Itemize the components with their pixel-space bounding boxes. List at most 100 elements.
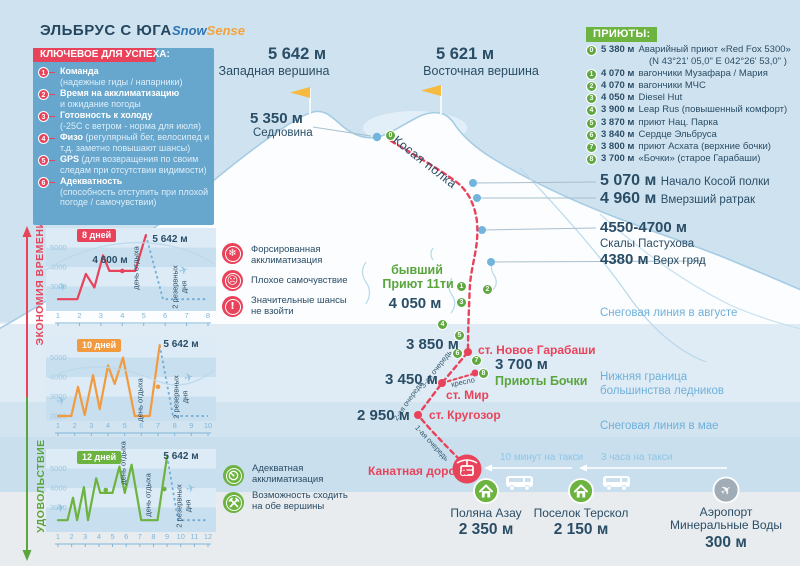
list-item: 2 Время на акклиматизацию и ожидание пого…: [38, 88, 210, 109]
legend-label: Адекватная акклиматизация: [252, 463, 324, 485]
east-summit-elevation: 5 621 м: [435, 45, 495, 63]
rest-day-label: день отдыха: [118, 441, 128, 485]
sad-face-icon: ☹: [222, 270, 243, 291]
reserve-days-label: 2 резервных дня: [170, 265, 189, 309]
svg-text:3000: 3000: [50, 282, 67, 291]
terskol-elevation: 2 150 м: [553, 521, 609, 538]
svg-text:✈: ✈: [55, 393, 67, 408]
garabashi-station: ст. Новое Гарабаши: [478, 343, 596, 357]
svg-text:4000: 4000: [50, 263, 67, 272]
item-bullet: 5: [38, 155, 60, 166]
chart-badge: 8 дней: [77, 229, 117, 242]
feature-ratrak: 4 960 м Вмерзший ратрак: [600, 190, 756, 207]
bochki-elevation: 3 700 м: [495, 356, 548, 373]
svg-text:3: 3: [83, 532, 87, 541]
chart-annotation: 5 642 м: [163, 451, 199, 462]
brand-logo: SnowSense: [172, 23, 245, 38]
map-marker-2: 2: [482, 284, 493, 295]
exclamation-icon: !: [222, 296, 243, 317]
gauge-icon: [223, 465, 244, 486]
svg-text:3000: 3000: [50, 392, 67, 401]
svg-text:5000: 5000: [50, 243, 67, 252]
airport-name-2: Минеральные Воды: [670, 518, 782, 532]
svg-text:8: 8: [206, 311, 210, 320]
list-item: 4 Физо (регулярный бег, велосипед и т.д.…: [38, 132, 210, 153]
zone-glacier-line2: большинства ледников: [600, 385, 725, 397]
saddle-elevation: 5 350 м: [250, 110, 303, 127]
svg-text:5: 5: [123, 421, 127, 430]
pleasure-axis-label: УДОВОЛЬСТВИЕ: [35, 439, 47, 533]
taxi-time-1: 10 минут на такси: [500, 452, 584, 463]
item-bullet: 2: [38, 89, 60, 100]
svg-text:6: 6: [124, 532, 128, 541]
cable-car-label: Канатная дорога: [368, 464, 468, 478]
map-marker-4: 4: [437, 319, 448, 330]
rest-day-label: день отдыха: [135, 378, 145, 422]
zone-glacier-line1: Нижняя граница: [600, 371, 688, 383]
zone-may-snowline: Снеговая линия в мае: [600, 420, 719, 432]
key-success-header: КЛЮЧЕВОЕ ДЛЯ УСПЕХА:: [33, 48, 170, 62]
airport-name: Аэропорт: [699, 505, 753, 519]
list-item: 3 Готовность к холоду (-25С с ветром - но…: [38, 110, 210, 131]
rest-day-label: день отдыха: [143, 473, 153, 517]
item-bullet: 3: [38, 111, 60, 122]
item-bullet: 1: [38, 67, 60, 78]
chart-annotation: 5 642 м: [163, 339, 199, 350]
svg-text:8: 8: [173, 421, 177, 430]
pr11-label-1: бывший: [391, 263, 443, 277]
west-summit-elevation: 5 642 м: [267, 45, 327, 63]
svg-text:✈: ✈: [56, 280, 68, 295]
forced-acclimatization-icon: ❄: [222, 243, 243, 264]
zone-august-snowline: Снеговая линия в августе: [600, 307, 738, 319]
huts-header: ПРИЮТЫ:: [586, 27, 658, 42]
svg-text:5000: 5000: [50, 353, 67, 362]
east-summit-name: Восточная вершина: [423, 64, 539, 78]
pr11-elevation: 4 050 м: [388, 295, 442, 312]
svg-text:4000: 4000: [50, 484, 67, 493]
list-item: 6 Адекватность (способность отступить при…: [38, 176, 210, 208]
svg-text:2: 2: [77, 311, 81, 320]
key-success-items: 1 Команда (надежные гиды / напарники) 2 В…: [38, 66, 210, 209]
key-success-box: КЛЮЧЕВОЕ ДЛЯ УСПЕХА: 1 Команда (надежные …: [33, 48, 214, 225]
item-bullet: 4: [38, 133, 60, 144]
rest-day-label: день отдыха: [131, 246, 141, 290]
chart-annotation: 5 642 м: [152, 234, 188, 245]
feature-kosaya-start: 5 070 м Начало Косой полки: [600, 172, 770, 189]
saddle-name: Седловина: [253, 127, 313, 139]
svg-text:12: 12: [204, 532, 212, 541]
logo-snow: Snow: [172, 23, 207, 38]
feature-pastukhov-elevation: 4550-4700 м: [600, 219, 687, 236]
svg-text:10: 10: [204, 421, 212, 430]
reserve-days-label: 2 резервных дня: [171, 375, 190, 419]
svg-text:✈: ✈: [185, 481, 197, 496]
svg-text:1: 1: [56, 532, 60, 541]
feature-ridge-top: 4380 м Верх гряд: [600, 251, 706, 268]
logo-sense: Sense: [206, 23, 245, 38]
airport-elevation: 300 м: [705, 534, 747, 551]
svg-text:10: 10: [177, 532, 185, 541]
list-item: 5 GPS (для возвращения по своим следам п…: [38, 154, 210, 175]
svg-text:3000: 3000: [50, 503, 67, 512]
svg-text:6: 6: [163, 311, 167, 320]
azau-name: Поляна Азау: [450, 506, 522, 520]
legend-label: Плохое самочувствие: [251, 275, 348, 286]
map-marker-3: 3: [456, 297, 467, 308]
svg-text:11: 11: [190, 532, 198, 541]
mir-station: ст. Мир: [446, 388, 489, 402]
svg-text:1: 1: [56, 421, 60, 430]
legend-label: Возможность сходить на обе вершины: [252, 490, 348, 512]
garabashi-elevation: 3 850 м: [406, 336, 459, 353]
svg-text:3: 3: [99, 311, 103, 320]
svg-text:9: 9: [189, 421, 193, 430]
legend-label: Значительные шансы не взойти: [251, 295, 347, 317]
list-item: 1 Команда (надежные гиды / напарники): [38, 66, 210, 87]
